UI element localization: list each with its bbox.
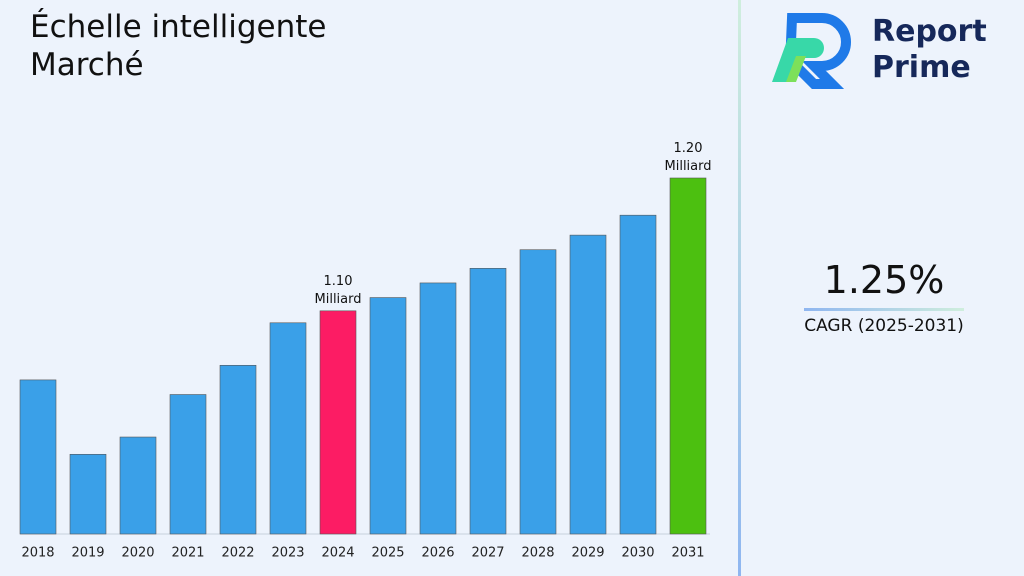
bar [419,282,457,535]
logo-text: Report Prime [872,14,987,85]
x-tick-label: 2028 [521,546,554,561]
cagr-underline [804,308,964,311]
x-tick-label: 2021 [171,546,204,561]
x-tick-label: 2030 [621,546,654,561]
divider [738,0,741,576]
logo-icon [772,13,851,89]
x-tick-label: 2024 [321,546,354,561]
x-tick-label: 2027 [471,546,504,561]
bar [369,297,407,535]
bar [169,394,207,535]
bar [519,249,557,535]
bar [619,214,657,535]
cagr-value: 1.25% [823,258,945,302]
bar [469,268,507,535]
value-label: 1.20 Milliard [664,141,712,174]
x-tick-label: 2023 [271,546,304,561]
value-label: 1.10 Milliard [314,273,362,307]
bar [69,453,107,535]
bar [319,310,357,535]
x-tick-label: 2020 [121,546,154,561]
x-tick-label: 2018 [21,546,54,561]
cagr-label: CAGR (2025-2031) [804,316,964,336]
bar [669,177,707,535]
x-tick-label: 2031 [671,546,704,561]
x-tick-label: 2019 [71,546,104,561]
x-tick-label: 2022 [221,546,254,561]
x-tick-label: 2026 [421,546,454,561]
x-tick-label: 2029 [571,546,604,561]
x-tick-label: 2025 [371,546,404,561]
bar [269,322,307,535]
bar [119,436,157,535]
bar [219,364,257,535]
chart-title: Échelle intelligente Marché [30,9,327,83]
bar [19,379,57,535]
bar [569,234,607,535]
